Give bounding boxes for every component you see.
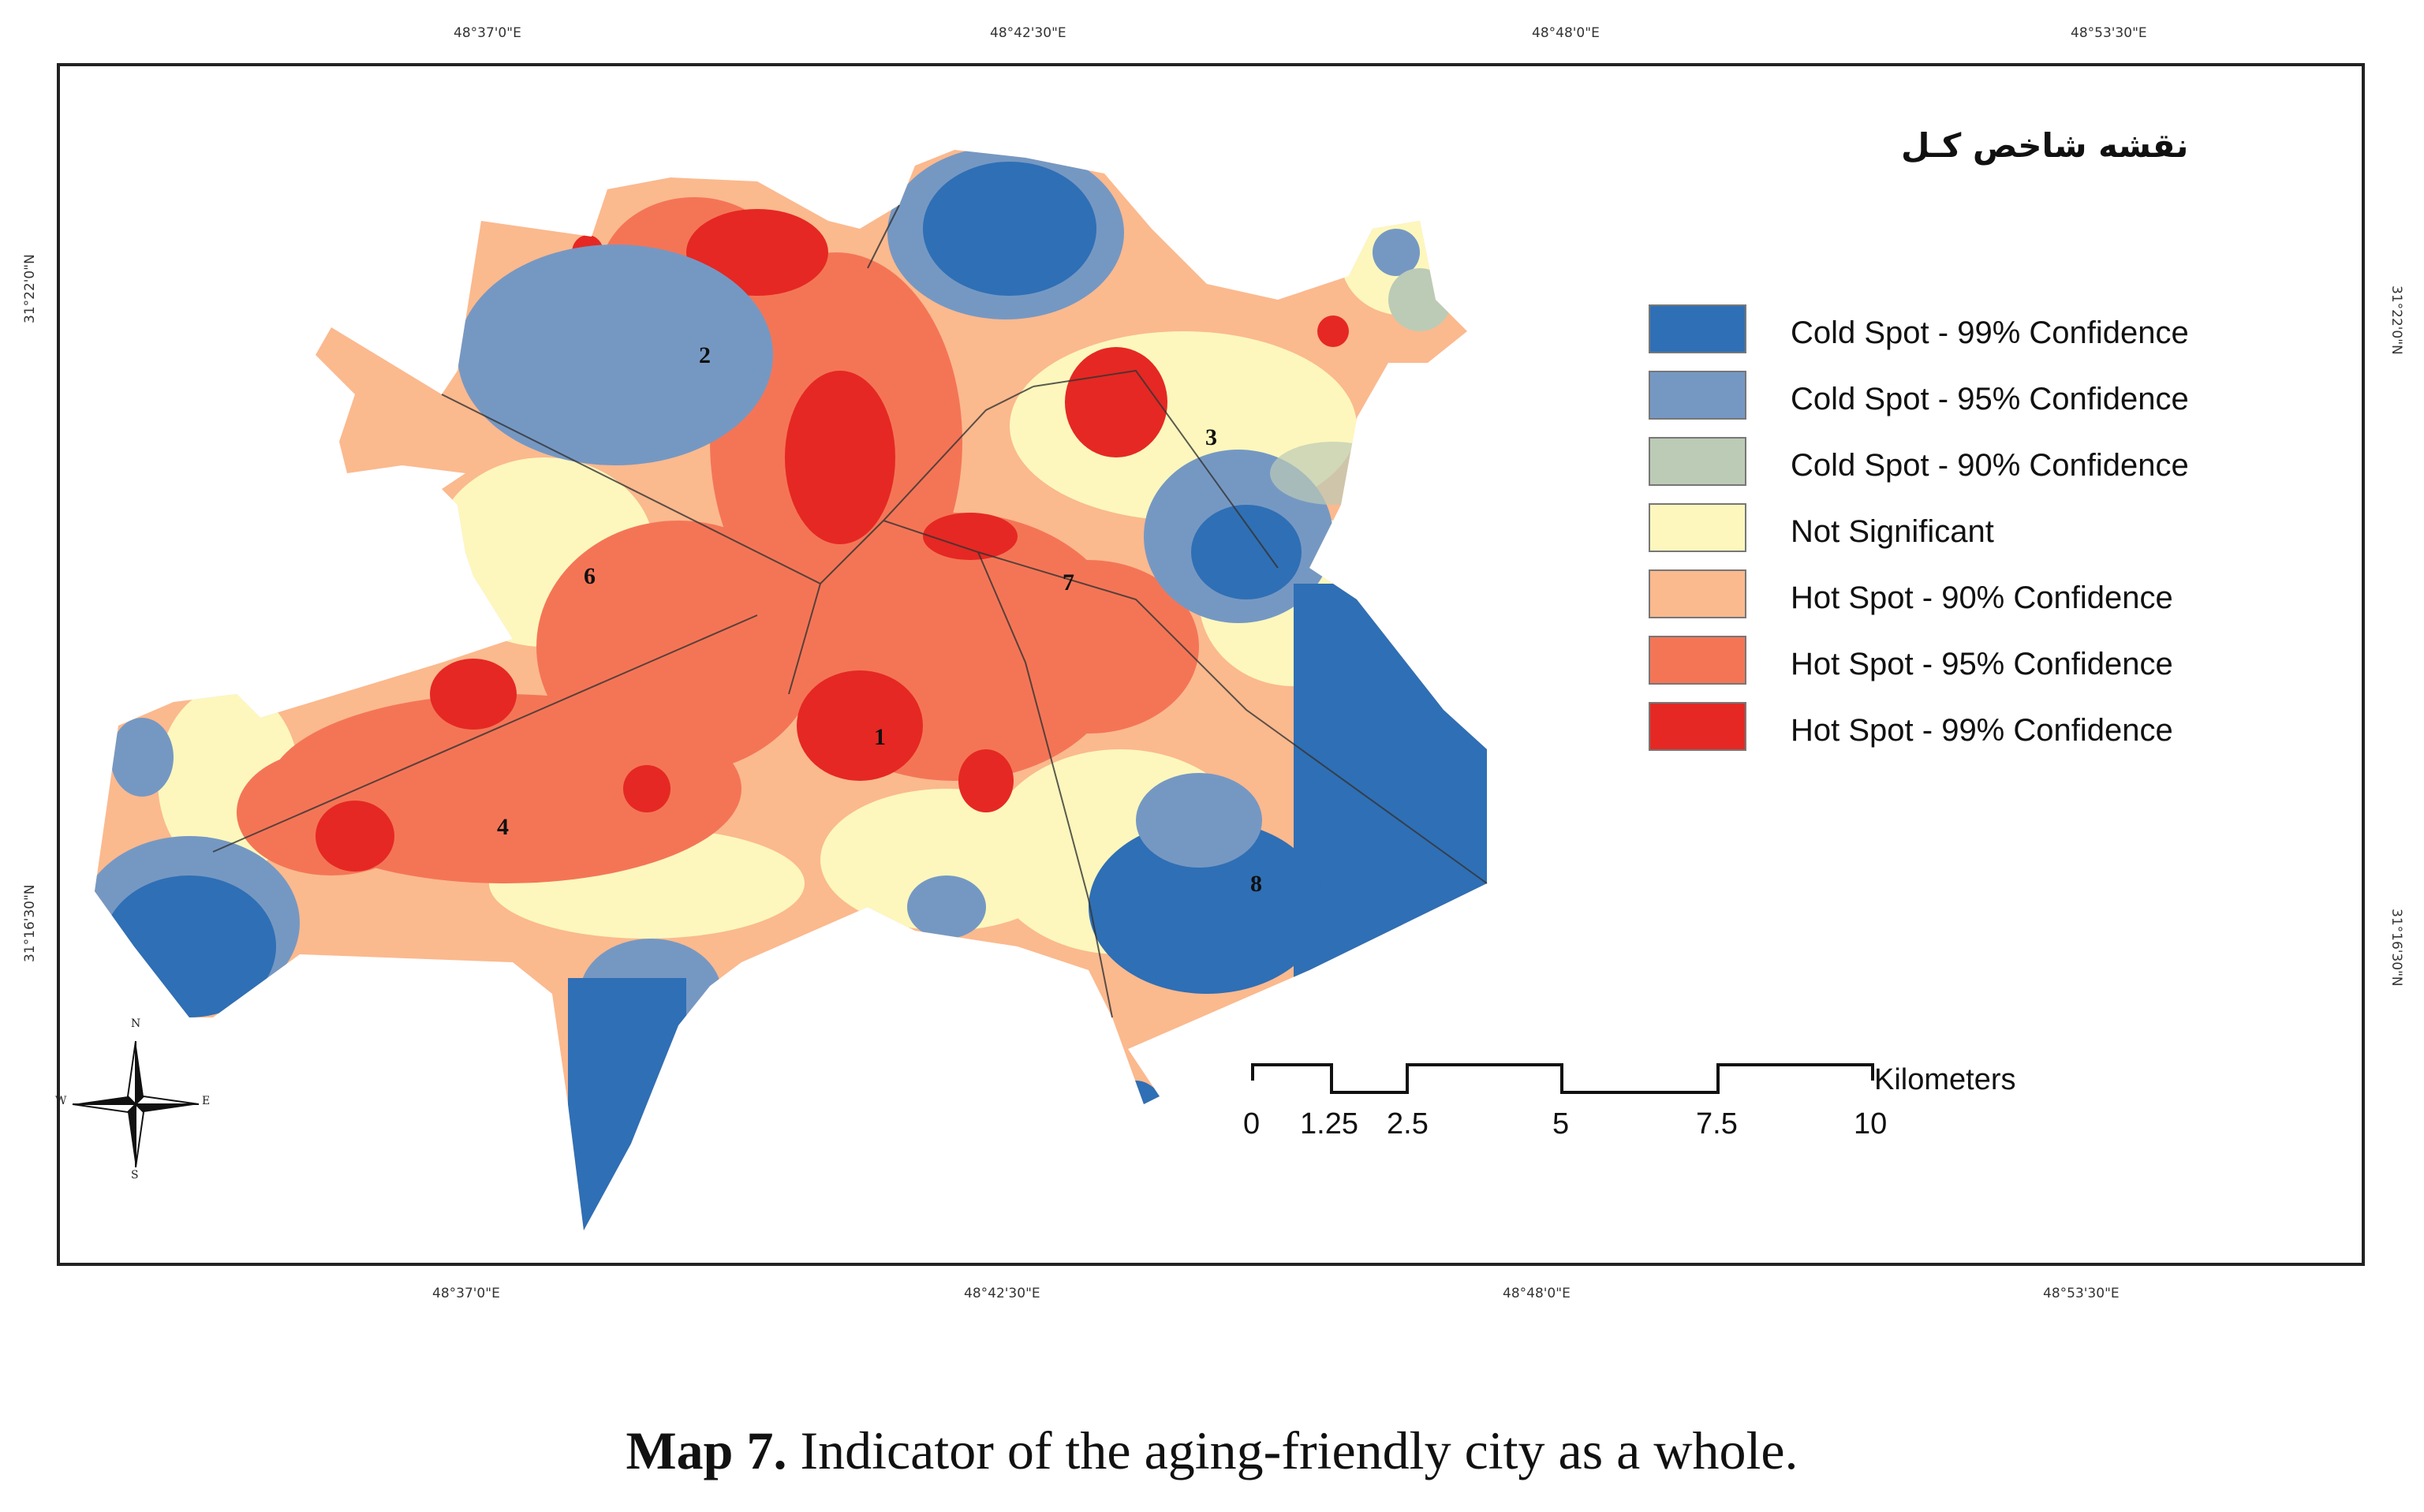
scale-tick: 5 [1552, 1107, 1570, 1141]
legend-item-hot-99: Hot Spot - 99% Confidence [1649, 702, 2280, 757]
legend-item-hot-90: Hot Spot - 90% Confidence [1649, 569, 2280, 625]
district-label: 1 [874, 724, 886, 750]
scale-tick: 10 [1854, 1107, 1888, 1141]
scale-tick: 0 [1243, 1107, 1261, 1141]
graticule-bottom-3: 48°48'0"E [1503, 1286, 1571, 1301]
legend-item-cold-95: Cold Spot - 95% Confidence [1649, 371, 2280, 426]
compass-north: N [131, 1017, 141, 1030]
district-label: 2 [699, 342, 711, 368]
scale-tick: 2.5 [1387, 1107, 1429, 1141]
district-label: 3 [1205, 424, 1217, 450]
compass-west: W [55, 1095, 67, 1107]
legend-label: Cold Spot - 95% Confidence [1791, 382, 2189, 416]
legend-swatch [1649, 636, 1746, 685]
legend-label: Hot Spot - 99% Confidence [1791, 713, 2173, 748]
legend-label: Cold Spot - 90% Confidence [1791, 448, 2189, 483]
graticule-bottom-1: 48°37'0"E [432, 1286, 500, 1301]
caption-label: Map 7. [626, 1421, 787, 1480]
legend-item-hot-95: Hot Spot - 95% Confidence [1649, 636, 2280, 691]
scale-unit: Kilometers [1874, 1063, 2016, 1096]
district-label: 7 [1063, 569, 1074, 595]
compass-rose-icon [72, 1040, 200, 1168]
legend-swatch [1649, 503, 1746, 552]
legend-swatch [1649, 304, 1746, 353]
compass-east: E [202, 1095, 211, 1107]
district-label: 4 [497, 814, 509, 840]
graticule-top-4: 48°53'30"E [2071, 25, 2147, 41]
map-frame [57, 63, 2365, 1266]
district-label: 6 [584, 563, 596, 589]
legend-label: Not Significant [1791, 514, 1994, 549]
graticule-top-1: 48°37'0"E [454, 25, 521, 41]
graticule-bottom-4: 48°53'30"E [2043, 1286, 2120, 1301]
legend-swatch [1649, 702, 1746, 751]
legend-swatch [1649, 569, 1746, 618]
graticule-top-2: 48°42'30"E [990, 25, 1066, 41]
legend-item-cold-90: Cold Spot - 90% Confidence [1649, 437, 2280, 492]
legend-label: Cold Spot - 99% Confidence [1791, 315, 2189, 350]
legend-swatch [1649, 437, 1746, 486]
figure-caption: Map 7. Indicator of the aging-friendly c… [0, 1420, 2424, 1482]
scale-tick: 7.5 [1696, 1107, 1738, 1141]
caption-text: Indicator of the aging-friendly city as … [786, 1421, 1798, 1480]
scale-tick: 1.25 [1300, 1107, 1358, 1141]
legend-item-cold-99: Cold Spot - 99% Confidence [1649, 304, 2280, 360]
map-title: نقشه شاخص کـل [1901, 126, 2189, 165]
graticule-bottom-2: 48°42'30"E [964, 1286, 1040, 1301]
graticule-top-3: 48°48'0"E [1532, 25, 1600, 41]
legend-label: Hot Spot - 90% Confidence [1791, 581, 2173, 615]
compass-south: S [131, 1169, 139, 1182]
legend-swatch [1649, 371, 1746, 420]
district-label: 8 [1250, 871, 1262, 897]
legend-label: Hot Spot - 95% Confidence [1791, 647, 2173, 681]
legend-item-not-significant: Not Significant [1649, 503, 2280, 558]
